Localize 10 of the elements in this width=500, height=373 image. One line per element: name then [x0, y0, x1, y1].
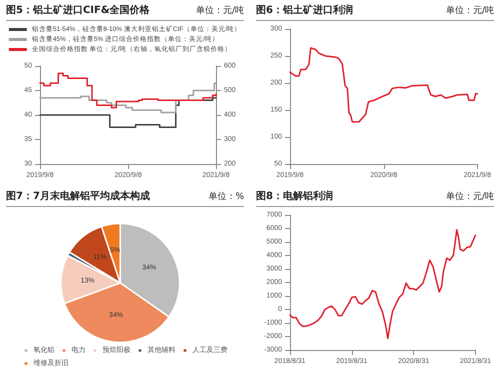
line-series [289, 229, 476, 340]
chart-title: 图5：铝土矿进口CIF&全国价格 [6, 4, 150, 18]
text: 单位：元/吨 [446, 4, 494, 18]
chart-title: 图7：7月末电解铝平均成本构成 [6, 190, 150, 204]
chart-title: 图8：电解铝利润 [256, 190, 333, 204]
line-series [289, 47, 478, 123]
chart-title: 图6：铝土矿进口利润 [256, 4, 353, 18]
text: 单位：% [208, 190, 244, 204]
text: 单位：元/吨 [196, 4, 244, 18]
text: 单位：元/吨 [446, 190, 494, 204]
